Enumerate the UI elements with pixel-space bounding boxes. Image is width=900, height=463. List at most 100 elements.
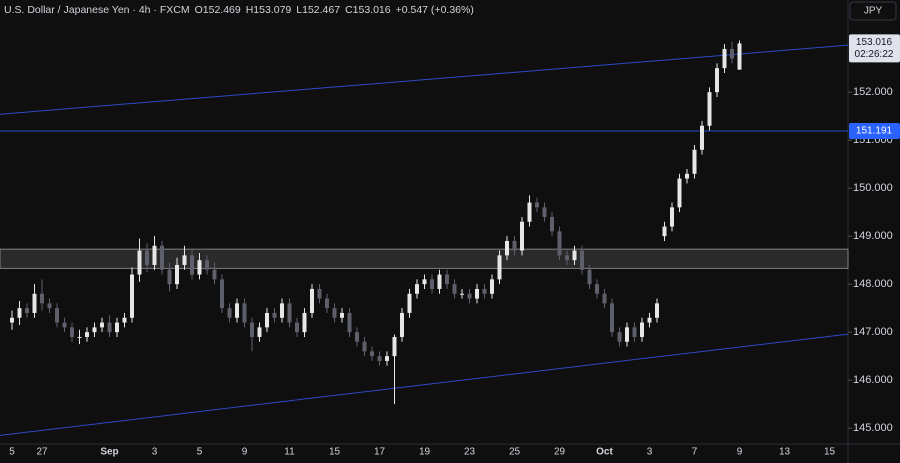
candle-body xyxy=(610,303,614,333)
candle-body xyxy=(407,293,412,313)
candle-body xyxy=(475,288,479,299)
trendline xyxy=(0,333,849,436)
plot xyxy=(0,40,849,436)
candle-body xyxy=(460,293,464,295)
candle-body xyxy=(310,288,314,313)
candle-body xyxy=(340,312,344,318)
candle-body xyxy=(190,255,194,275)
candle-body xyxy=(85,332,89,337)
candle-body xyxy=(287,303,292,323)
candle-body xyxy=(392,336,397,357)
candle-body xyxy=(527,202,532,222)
y-tick-label: 147.000 xyxy=(853,326,893,338)
y-tick-label: 146.000 xyxy=(853,374,893,386)
candle-body xyxy=(550,216,554,232)
x-tick-label: 3 xyxy=(647,447,653,458)
candle-body xyxy=(520,221,524,251)
header-high: H153.079 xyxy=(246,4,292,16)
x-tick-label: 25 xyxy=(509,447,521,458)
x-tick-label: 19 xyxy=(419,447,431,458)
x-tick-label: 17 xyxy=(374,447,386,458)
candle-body xyxy=(242,303,247,323)
candle-body xyxy=(670,207,674,227)
candle-body xyxy=(385,356,389,361)
x-tick-label: 9 xyxy=(737,447,743,458)
candle-body xyxy=(160,245,164,270)
candle-body xyxy=(422,279,427,285)
candle-body xyxy=(362,341,367,352)
y-tick-label: 145.000 xyxy=(853,422,893,434)
level-tag xyxy=(849,122,900,139)
candle-body xyxy=(10,317,14,323)
currency[interactable]: JPY xyxy=(864,6,883,17)
x-tick-label: 23 xyxy=(464,447,476,458)
y-tick-label: 149.000 xyxy=(853,230,893,242)
zone xyxy=(0,248,849,269)
candle-body xyxy=(145,250,149,265)
candle-body xyxy=(280,303,284,318)
candle-body xyxy=(647,317,652,323)
x-tick-label: 3 xyxy=(152,447,158,458)
candle-body xyxy=(565,255,569,261)
candle-body xyxy=(152,245,157,265)
candle-body xyxy=(182,255,187,265)
candle-body xyxy=(302,312,307,333)
candle-body xyxy=(580,250,584,270)
header: U.S. Dollar / Japanese Yen · 4h · FXCM O1… xyxy=(4,4,474,16)
candle-body xyxy=(115,322,119,333)
candle-body xyxy=(430,279,434,289)
candle-body xyxy=(70,327,74,337)
header-open: O152.469 xyxy=(195,4,241,16)
x-tick-label: 11 xyxy=(284,447,295,458)
candle-body xyxy=(107,322,112,333)
candle-body xyxy=(325,298,329,309)
candle-body xyxy=(220,279,224,309)
candle-body xyxy=(655,303,659,318)
y-tick-label: 152.000 xyxy=(853,86,893,98)
candle-body xyxy=(602,293,607,304)
candle-body xyxy=(40,293,44,304)
candle-body xyxy=(272,312,277,318)
last-price-label: 153.016 xyxy=(856,37,893,48)
last-price-tag xyxy=(849,34,900,63)
header-close: C153.016 xyxy=(345,4,391,16)
x-tick-label: Sep xyxy=(100,447,118,458)
candle-body xyxy=(595,284,599,294)
candle-body xyxy=(122,317,127,323)
candle-body xyxy=(130,274,134,318)
candle-body xyxy=(587,269,592,285)
candle-body xyxy=(512,240,517,251)
x-tick-label: 9 xyxy=(242,447,248,458)
candle-body xyxy=(497,255,502,280)
candle-body xyxy=(355,332,359,342)
candle-body xyxy=(400,312,404,337)
candle-body xyxy=(25,308,29,313)
candle-body xyxy=(535,202,539,208)
candle-body xyxy=(55,308,59,323)
candle-body xyxy=(572,250,577,261)
candle-body xyxy=(77,336,82,338)
candle-body xyxy=(332,308,337,318)
candle-body xyxy=(415,284,419,294)
candle-body xyxy=(617,332,622,342)
candle-body xyxy=(175,264,179,285)
candle-body xyxy=(32,293,37,313)
candle-body xyxy=(625,327,629,342)
x-tick-label: 5 xyxy=(9,447,15,458)
header-change: +0.547 (+0.36%) xyxy=(396,4,474,16)
candle-body xyxy=(17,308,22,318)
candle-body xyxy=(257,327,262,337)
candle-body xyxy=(445,274,449,285)
currency-button[interactable] xyxy=(849,1,897,21)
candle-body xyxy=(100,322,104,328)
y-tick-label: 150.000 xyxy=(853,182,893,194)
x-tick-label: 29 xyxy=(554,447,566,458)
candle-body xyxy=(197,260,202,275)
candle-body xyxy=(707,92,712,126)
header-symbol: U.S. Dollar / Japanese Yen · 4h · FXCM xyxy=(4,4,190,16)
x-tick-label: 15 xyxy=(329,447,341,458)
candle-body xyxy=(700,125,704,150)
candle-body xyxy=(62,322,67,328)
